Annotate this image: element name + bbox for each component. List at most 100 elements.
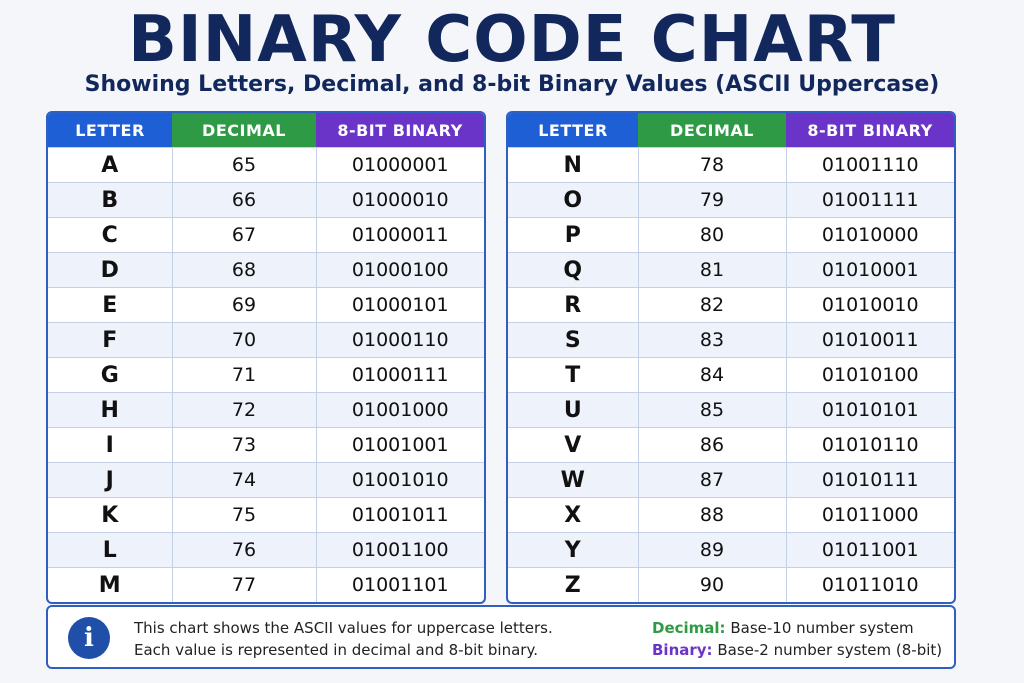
table-row: K 75 01001011 bbox=[48, 497, 484, 533]
letter-cell: B bbox=[48, 182, 172, 218]
decimal-cell: 75 bbox=[171, 497, 316, 533]
binary-cell: 01011001 bbox=[785, 532, 954, 568]
decimal-cell: 86 bbox=[637, 427, 786, 463]
letter-cell: D bbox=[48, 252, 172, 288]
table-row: Z 90 01011010 bbox=[508, 567, 954, 602]
binary-cell: 01010110 bbox=[785, 427, 954, 463]
binary-cell: 01001110 bbox=[785, 147, 954, 183]
decimal-cell: 67 bbox=[171, 217, 316, 253]
decimal-cell: 81 bbox=[637, 252, 786, 288]
letter-cell: G bbox=[48, 357, 172, 393]
letter-cell: H bbox=[48, 392, 172, 428]
letter-cell: F bbox=[48, 322, 172, 358]
legend-binary: Binary: Base-2 number system (8-bit) bbox=[652, 639, 942, 661]
letter-cell: E bbox=[48, 287, 172, 323]
binary-column-header: 8-BIT BINARY bbox=[316, 113, 484, 148]
decimal-cell: 79 bbox=[637, 182, 786, 218]
letter-cell: M bbox=[48, 567, 172, 602]
binary-cell: 01000010 bbox=[315, 182, 484, 218]
legend-binary-desc: Base-2 number system (8-bit) bbox=[712, 641, 943, 659]
decimal-column-header: DECIMAL bbox=[172, 113, 316, 148]
table-row: Y 89 01011001 bbox=[508, 532, 954, 568]
table-row: J 74 01001010 bbox=[48, 462, 484, 498]
binary-cell: 01011010 bbox=[785, 567, 954, 602]
table-row: U 85 01010101 bbox=[508, 392, 954, 428]
decimal-cell: 89 bbox=[637, 532, 786, 568]
decimal-cell: 80 bbox=[637, 217, 786, 253]
table-row: D 68 01000100 bbox=[48, 252, 484, 288]
letter-cell: Q bbox=[508, 252, 638, 288]
table-row: T 84 01010100 bbox=[508, 357, 954, 393]
decimal-cell: 70 bbox=[171, 322, 316, 358]
letter-column-header: LETTER bbox=[48, 113, 172, 148]
legend-decimal-label: Decimal: bbox=[652, 619, 726, 637]
binary-cell: 01000011 bbox=[315, 217, 484, 253]
binary-cell: 01000111 bbox=[315, 357, 484, 393]
info-box: i This chart shows the ASCII values for … bbox=[46, 605, 956, 669]
letter-cell: W bbox=[508, 462, 638, 498]
table-row: V 86 01010110 bbox=[508, 427, 954, 463]
info-line-1: This chart shows the ASCII values for up… bbox=[134, 619, 553, 637]
binary-column-header: 8-BIT BINARY bbox=[786, 113, 954, 148]
letter-cell: X bbox=[508, 497, 638, 533]
binary-cell: 01010101 bbox=[785, 392, 954, 428]
table-row: I 73 01001001 bbox=[48, 427, 484, 463]
decimal-cell: 83 bbox=[637, 322, 786, 358]
letter-cell: Y bbox=[508, 532, 638, 568]
info-description: This chart shows the ASCII values for up… bbox=[134, 617, 553, 661]
page-subtitle: Showing Letters, Decimal, and 8-bit Bina… bbox=[84, 72, 940, 97]
binary-cell: 01011000 bbox=[785, 497, 954, 533]
letter-cell: K bbox=[48, 497, 172, 533]
legend-decimal-desc: Base-10 number system bbox=[725, 619, 914, 637]
binary-cell: 01000001 bbox=[315, 147, 484, 183]
legend-decimal: Decimal: Base-10 number system bbox=[652, 617, 942, 639]
letter-column-header: LETTER bbox=[508, 113, 638, 148]
table-row: X 88 01011000 bbox=[508, 497, 954, 533]
decimal-cell: 71 bbox=[171, 357, 316, 393]
page-title: BINARY CODE CHART bbox=[128, 3, 896, 77]
decimal-cell: 88 bbox=[637, 497, 786, 533]
binary-cell: 01001010 bbox=[315, 462, 484, 498]
binary-cell: 01010001 bbox=[785, 252, 954, 288]
table-row: B 66 01000010 bbox=[48, 182, 484, 218]
decimal-cell: 72 bbox=[171, 392, 316, 428]
table-row: A 65 01000001 bbox=[48, 147, 484, 183]
table-row: C 67 01000011 bbox=[48, 217, 484, 253]
table-row: W 87 01010111 bbox=[508, 462, 954, 498]
right-table: LETTER DECIMAL 8-BIT BINARY N 78 01001110 O… bbox=[506, 111, 956, 604]
letter-cell: O bbox=[508, 182, 638, 218]
binary-cell: 01001000 bbox=[315, 392, 484, 428]
decimal-cell: 77 bbox=[171, 567, 316, 602]
letter-cell: U bbox=[508, 392, 638, 428]
binary-cell: 01000110 bbox=[315, 322, 484, 358]
decimal-cell: 65 bbox=[171, 147, 316, 183]
decimal-cell: 68 bbox=[171, 252, 316, 288]
binary-cell: 01001111 bbox=[785, 182, 954, 218]
letter-cell: A bbox=[48, 147, 172, 183]
binary-cell: 01001100 bbox=[315, 532, 484, 568]
decimal-cell: 85 bbox=[637, 392, 786, 428]
table-row: H 72 01001000 bbox=[48, 392, 484, 428]
binary-cell: 01000100 bbox=[315, 252, 484, 288]
letter-cell: I bbox=[48, 427, 172, 463]
table-row: L 76 01001100 bbox=[48, 532, 484, 568]
decimal-cell: 69 bbox=[171, 287, 316, 323]
binary-cell: 01010111 bbox=[785, 462, 954, 498]
decimal-column-header: DECIMAL bbox=[638, 113, 786, 148]
binary-cell: 01010100 bbox=[785, 357, 954, 393]
info-line-2: Each value is represented in decimal and… bbox=[134, 641, 538, 659]
left-table: LETTER DECIMAL 8-BIT BINARY A 65 01000001 B… bbox=[46, 111, 486, 604]
letter-cell: S bbox=[508, 322, 638, 358]
binary-cell: 01010010 bbox=[785, 287, 954, 323]
binary-cell: 01001001 bbox=[315, 427, 484, 463]
table-row: R 82 01010010 bbox=[508, 287, 954, 323]
binary-cell: 01000101 bbox=[315, 287, 484, 323]
table-row: Q 81 01010001 bbox=[508, 252, 954, 288]
table-header-row: LETTER DECIMAL 8-BIT BINARY bbox=[48, 113, 484, 148]
table-row: M 77 01001101 bbox=[48, 567, 484, 602]
info-legend: Decimal: Base-10 number system Binary: B… bbox=[652, 617, 942, 661]
letter-cell: L bbox=[48, 532, 172, 568]
decimal-cell: 82 bbox=[637, 287, 786, 323]
decimal-cell: 87 bbox=[637, 462, 786, 498]
decimal-cell: 66 bbox=[171, 182, 316, 218]
